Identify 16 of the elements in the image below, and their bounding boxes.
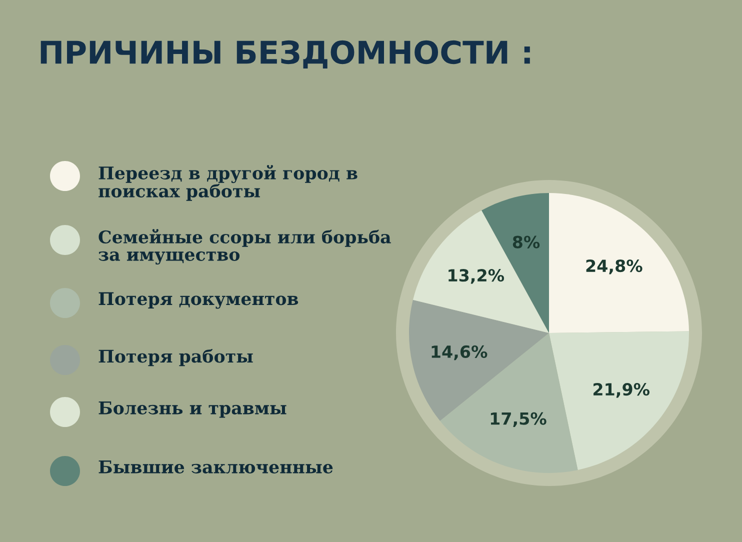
legend-label: Потеря работы: [98, 349, 253, 366]
data-label: 8%: [512, 236, 540, 248]
data-label: 17,5%: [490, 412, 546, 427]
data-label: 13,2%: [448, 269, 504, 284]
legend-label: Бывшие заключенные: [98, 460, 333, 474]
data-label: 14,6%: [432, 345, 488, 360]
pie-slice: [549, 193, 689, 333]
legend-label: Семейные ссоры или борьба за имущество: [98, 229, 391, 265]
legend-label: Переезд в другой город в поисках работы: [98, 165, 358, 201]
legend-label: Потеря документов: [98, 292, 298, 309]
data-label: 24,8%: [586, 259, 642, 274]
data-label: 21,9%: [594, 383, 650, 398]
chart-title: ПРИЧИНЫ БЕЗДОМНОСТИ :: [40, 40, 530, 69]
pie-slice: [412, 210, 549, 333]
pie-slice: [549, 331, 689, 470]
legend-label: Болезнь и травмы: [98, 402, 286, 418]
